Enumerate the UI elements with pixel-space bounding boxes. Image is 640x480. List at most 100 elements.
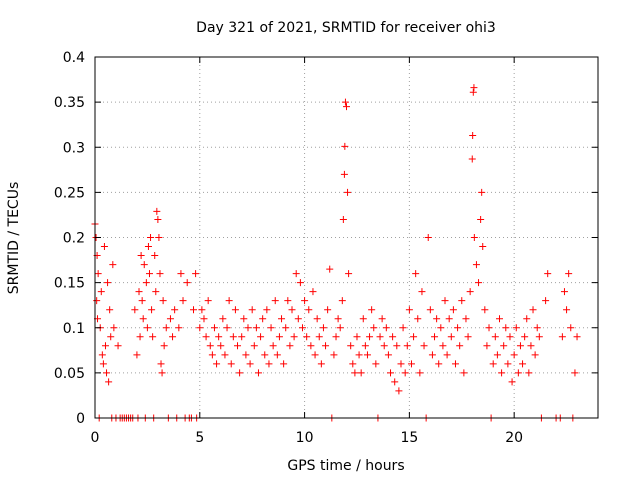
data-point xyxy=(231,306,239,314)
data-point xyxy=(263,306,271,314)
data-point xyxy=(565,270,573,278)
data-point xyxy=(344,188,352,196)
data-point xyxy=(179,297,187,305)
data-point xyxy=(418,288,426,296)
data-point xyxy=(349,360,357,368)
data-point xyxy=(278,315,286,323)
data-point xyxy=(416,369,424,377)
data-point xyxy=(485,324,493,332)
data-point xyxy=(303,333,311,341)
y-tick-label: 0.2 xyxy=(63,231,85,247)
data-point xyxy=(372,360,380,368)
data-point xyxy=(248,306,256,314)
data-point xyxy=(458,297,466,305)
data-point xyxy=(439,342,447,350)
data-point xyxy=(401,369,409,377)
data-point xyxy=(426,306,434,314)
data-point xyxy=(244,324,252,332)
data-point xyxy=(454,324,462,332)
data-point xyxy=(136,333,144,341)
data-point xyxy=(403,342,411,350)
data-point xyxy=(412,270,420,278)
data-point xyxy=(472,261,480,269)
data-point xyxy=(305,306,313,314)
data-point xyxy=(298,324,306,332)
data-point xyxy=(489,360,497,368)
data-point xyxy=(139,315,147,323)
data-point xyxy=(387,369,395,377)
data-point xyxy=(405,306,413,314)
data-point xyxy=(290,333,298,341)
data-point xyxy=(456,342,464,350)
data-point xyxy=(341,98,349,106)
data-point xyxy=(100,243,108,251)
data-point xyxy=(311,351,319,359)
data-point xyxy=(242,351,250,359)
data-point xyxy=(254,369,262,377)
data-point xyxy=(284,297,292,305)
data-point xyxy=(326,265,334,273)
data-point xyxy=(376,333,384,341)
data-point xyxy=(133,351,141,359)
data-point xyxy=(435,360,443,368)
data-point xyxy=(227,360,235,368)
data-point xyxy=(169,333,177,341)
data-point xyxy=(397,360,405,368)
data-point xyxy=(491,333,499,341)
data-point xyxy=(309,288,317,296)
data-point xyxy=(145,270,153,278)
data-point xyxy=(527,342,535,350)
y-tick-label: 0.05 xyxy=(54,366,85,382)
data-point xyxy=(296,279,304,287)
data-point xyxy=(107,333,115,341)
data-point xyxy=(105,378,113,386)
data-point xyxy=(504,360,512,368)
data-point xyxy=(560,288,568,296)
data-point xyxy=(340,170,348,178)
data-point xyxy=(361,342,369,350)
data-point xyxy=(149,333,157,341)
y-axis-label: SRMTID / TECUs xyxy=(6,182,22,295)
data-point xyxy=(202,333,210,341)
data-point xyxy=(138,297,146,305)
y-tick-label: 0.3 xyxy=(63,140,85,156)
data-point xyxy=(338,297,346,305)
data-point xyxy=(246,360,254,368)
data-point xyxy=(359,315,367,323)
data-point xyxy=(280,360,288,368)
data-point xyxy=(140,261,148,269)
data-point xyxy=(190,306,198,314)
data-point xyxy=(288,306,296,314)
data-point xyxy=(475,279,483,287)
data-point xyxy=(157,360,165,368)
data-point xyxy=(250,342,258,350)
data-point xyxy=(183,279,191,287)
data-point xyxy=(451,360,459,368)
data-point xyxy=(498,369,506,377)
data-point xyxy=(155,234,163,241)
data-point xyxy=(192,270,200,278)
data-point xyxy=(147,234,155,241)
data-point xyxy=(441,297,449,305)
data-point xyxy=(544,270,552,278)
data-point xyxy=(407,360,415,368)
data-point xyxy=(229,333,237,341)
data-point xyxy=(269,342,277,350)
data-point xyxy=(343,103,350,111)
x-tick-label: 5 xyxy=(195,430,204,446)
data-point xyxy=(200,315,208,323)
data-point xyxy=(393,342,401,350)
data-point xyxy=(341,142,349,150)
data-point xyxy=(368,306,376,314)
y-tick-label: 0.1 xyxy=(63,321,85,337)
data-point xyxy=(347,342,355,350)
data-point xyxy=(286,342,294,350)
data-point xyxy=(533,324,541,332)
data-point xyxy=(319,324,327,332)
x-axis-label: GPS time / hours xyxy=(287,458,404,474)
data-point xyxy=(535,333,543,341)
data-point xyxy=(152,288,160,296)
data-point xyxy=(483,342,491,350)
data-point xyxy=(355,351,363,359)
chart-title: Day 321 of 2021, SRMTID for receiver ohi… xyxy=(196,20,496,36)
